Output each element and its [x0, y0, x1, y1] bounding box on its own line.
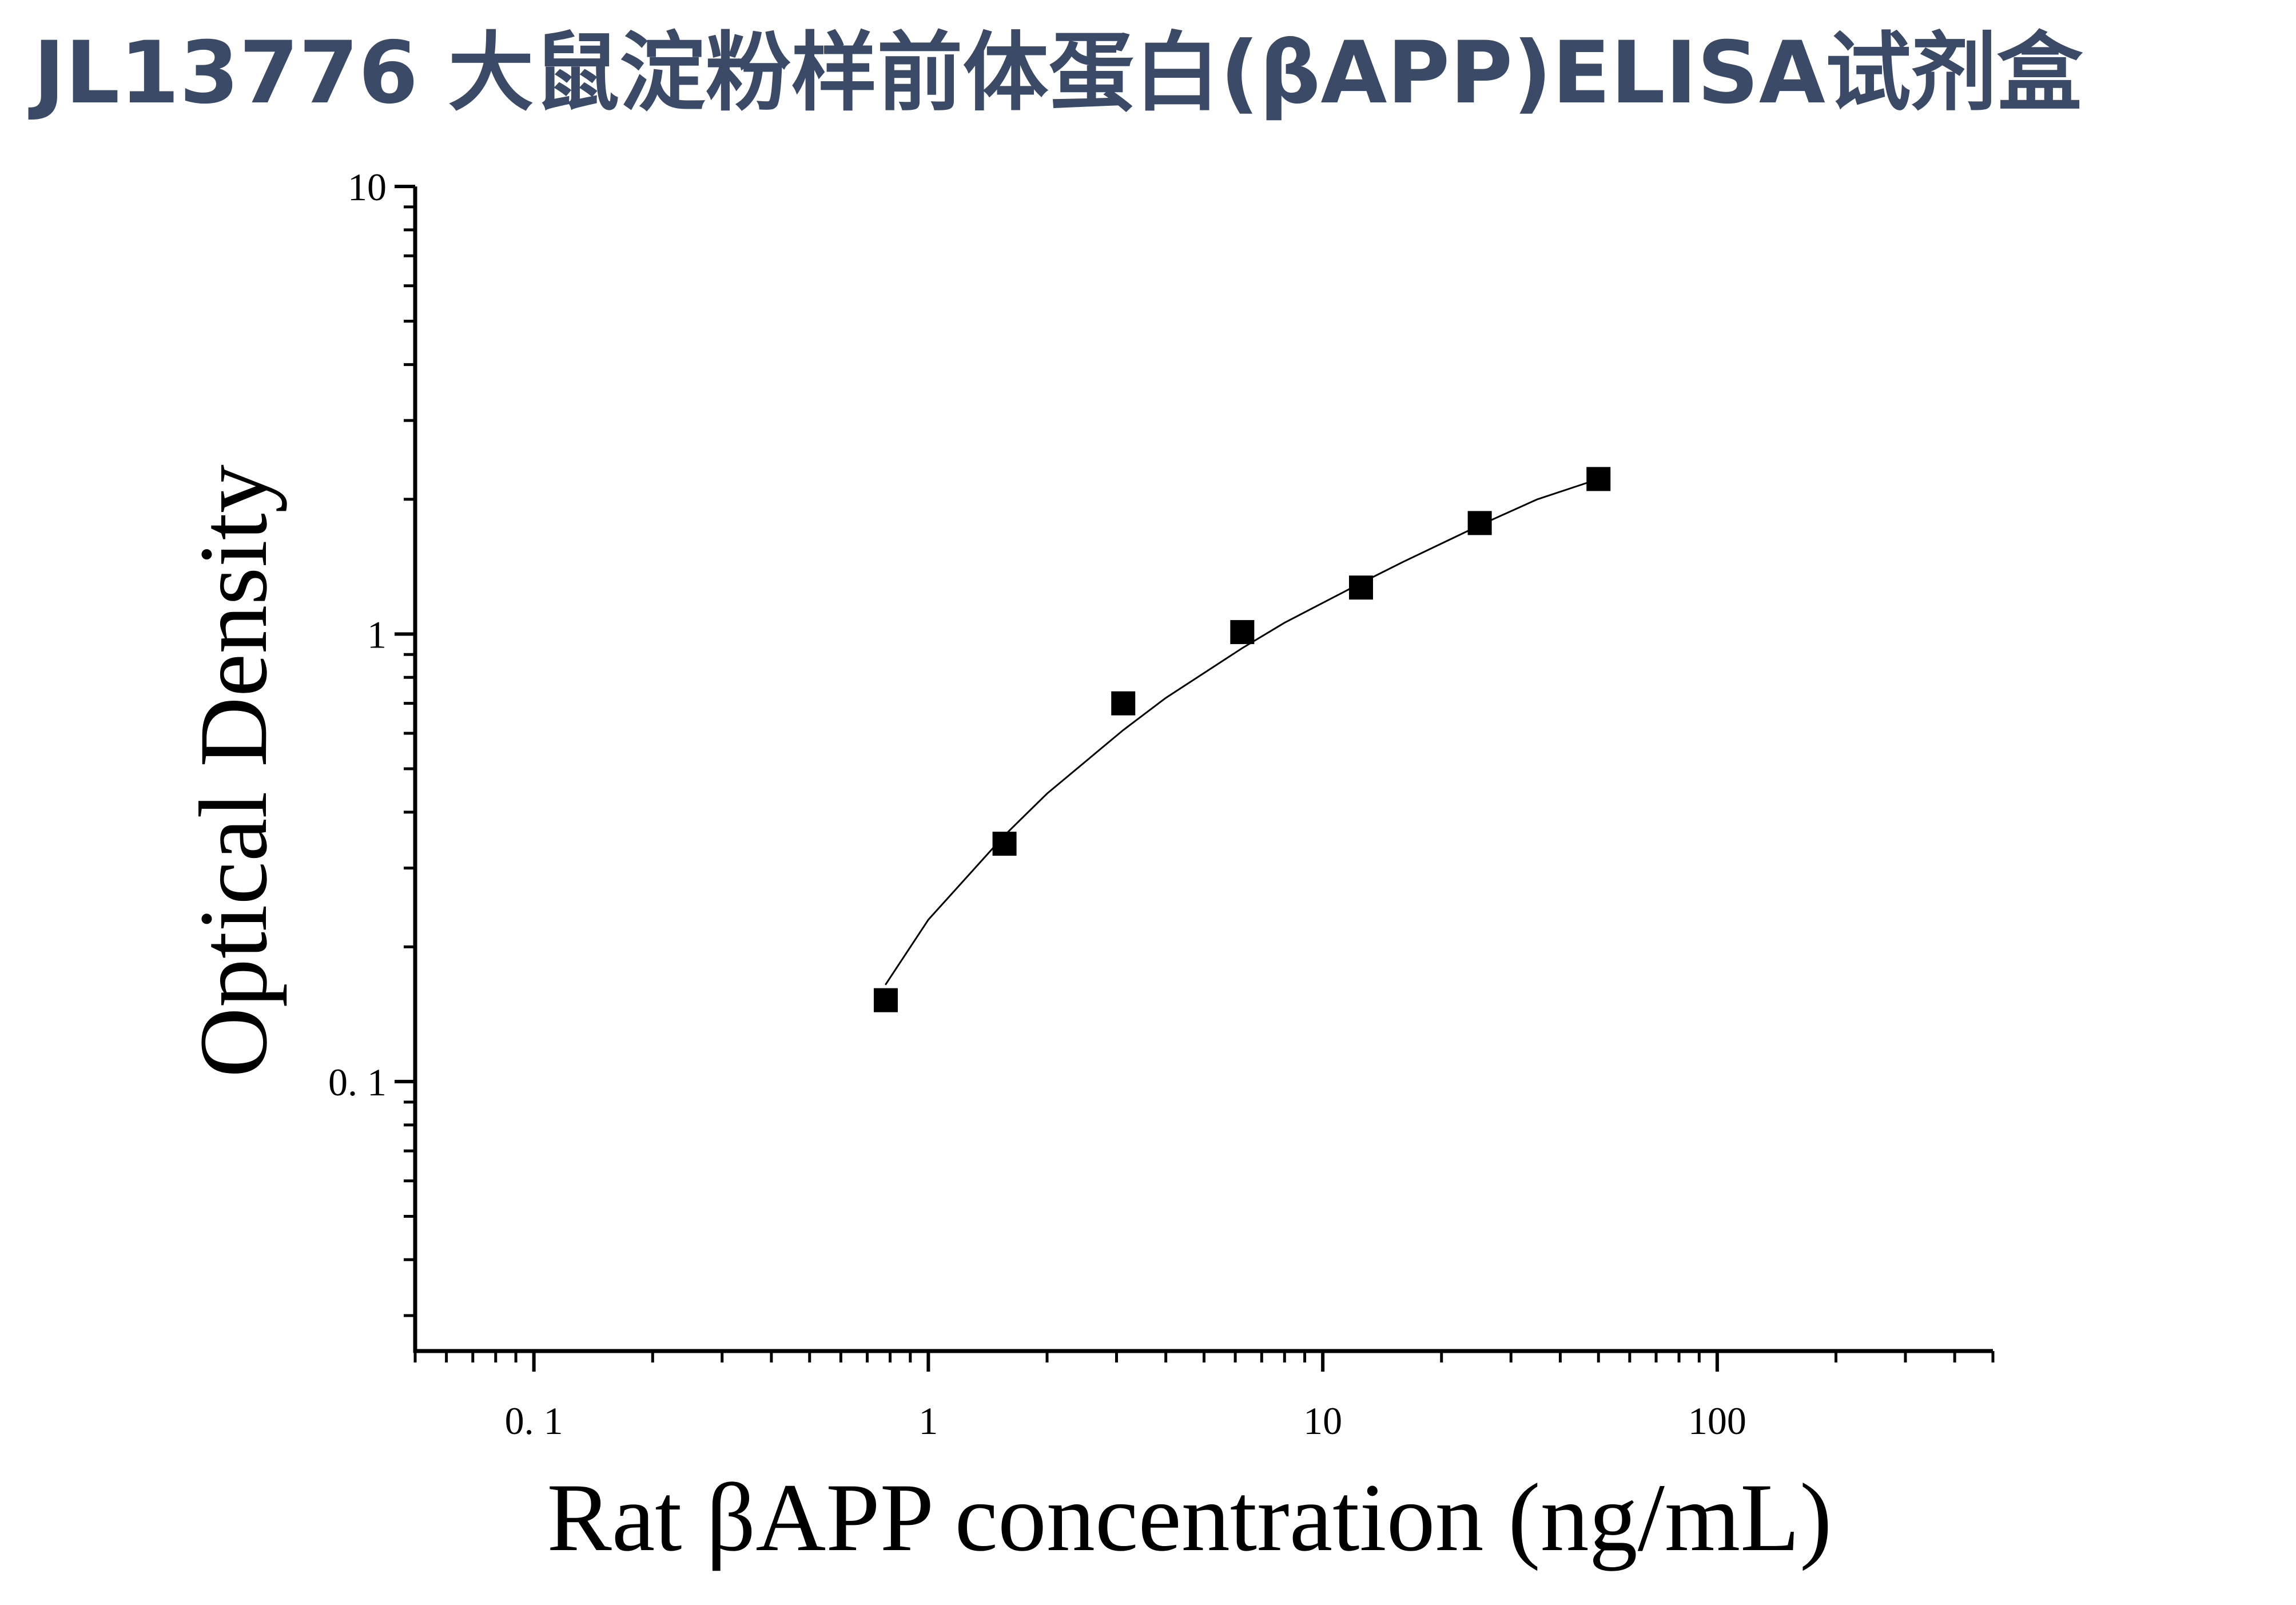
x-tick-label: 10	[1303, 1399, 1342, 1443]
data-point-marker	[873, 988, 898, 1012]
x-tick-label: 100	[1688, 1399, 1746, 1443]
data-point-marker	[1586, 467, 1611, 491]
y-tick-label: 10	[348, 165, 387, 209]
y-axis-title: Optical Density	[180, 464, 287, 1078]
x-tick-label: 0. 1	[505, 1399, 563, 1443]
data-point-marker	[992, 832, 1017, 856]
y-ticks: 0. 1 1 10	[328, 165, 415, 1317]
data-point-marker	[1467, 511, 1492, 535]
y-tick-label: 1	[367, 613, 387, 656]
x-ticks: 0. 1 1 10 100	[413, 1351, 1995, 1443]
data-point-marker	[1230, 620, 1255, 645]
fit-curve-line	[885, 478, 1599, 986]
page-title: JL13776 大鼠淀粉样前体蛋白(βAPP)ELISA试剂盒	[33, 23, 2083, 123]
plot-area	[873, 467, 1611, 1012]
x-tick-label: 1	[918, 1399, 938, 1443]
data-point-marker	[1348, 575, 1373, 600]
x-axis-title: Rat βAPP concentration (ng/mL)	[547, 1464, 1832, 1571]
y-tick-label: 0. 1	[328, 1060, 387, 1104]
data-point-marker	[1111, 691, 1136, 716]
